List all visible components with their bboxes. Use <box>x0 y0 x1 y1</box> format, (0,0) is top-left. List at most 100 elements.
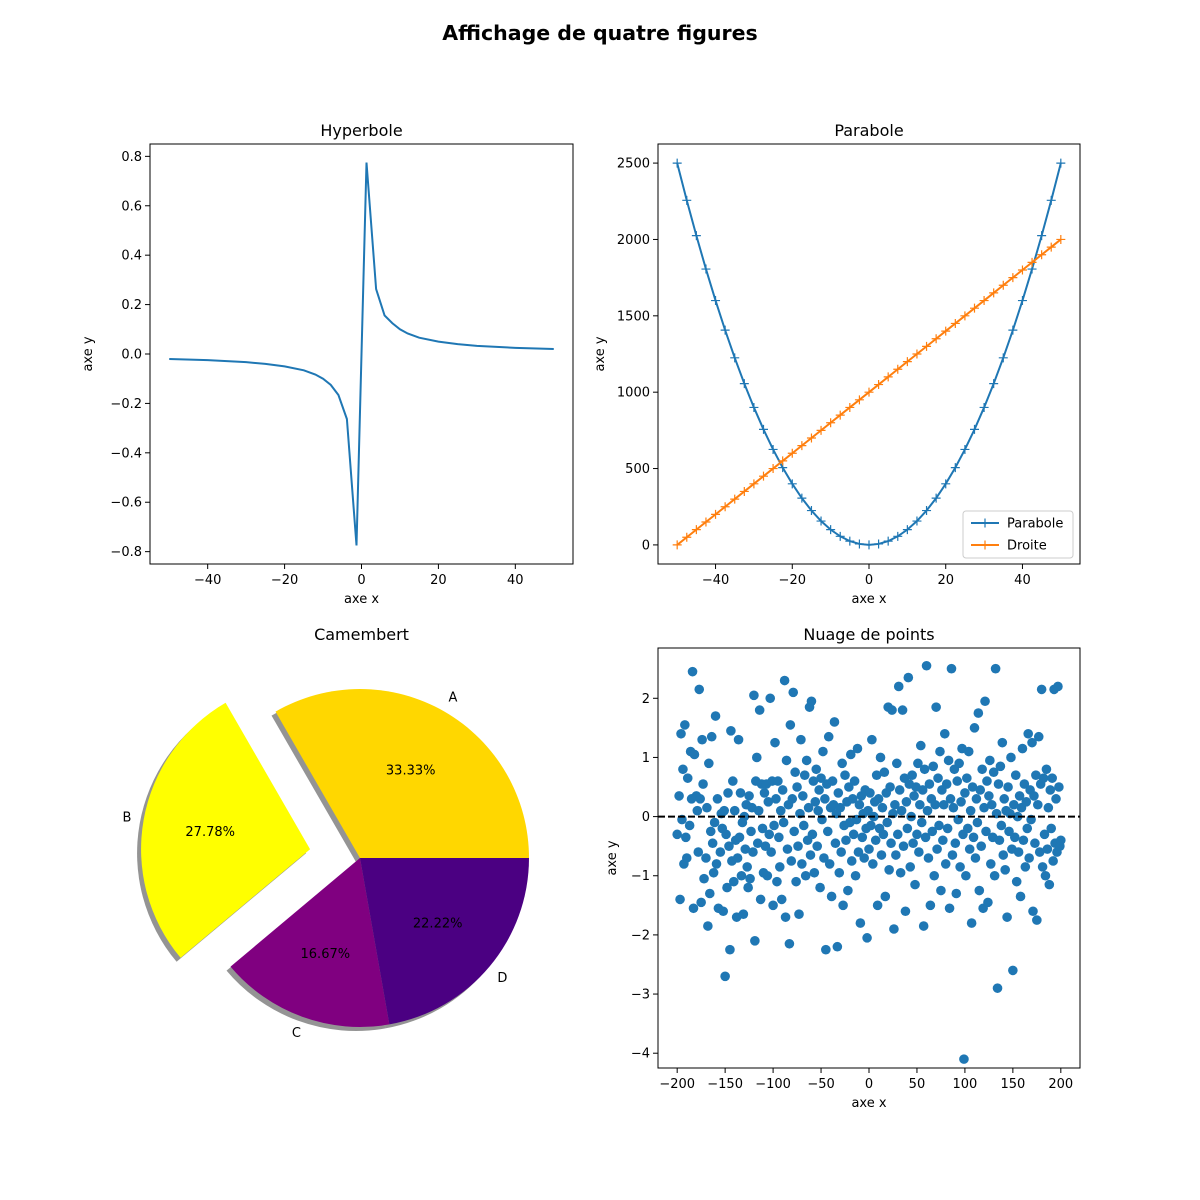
x-tick-label: 20 <box>937 573 954 588</box>
scatter-point <box>931 702 941 712</box>
y-axis-label: axe y <box>605 840 620 875</box>
scatter-point <box>775 805 786 816</box>
plot-title: Hyperbole <box>320 121 402 140</box>
scatter-point <box>719 805 729 816</box>
scatter-point <box>805 850 816 860</box>
scatter-point <box>956 797 966 807</box>
scatter-point <box>793 841 803 851</box>
scatter-point <box>1039 829 1050 840</box>
scatter-point <box>961 870 971 881</box>
scatter-point <box>997 737 1008 748</box>
scatter-point <box>898 841 909 851</box>
scatter-point <box>1034 847 1045 857</box>
scatter-point <box>946 663 957 674</box>
camembert-pie: Camembert A 33.33% B 27.78% C 16.67% D 22.22% <box>123 625 529 1041</box>
plot-frame <box>149 143 574 565</box>
scatter-point <box>687 666 698 677</box>
y-tick-label: −4 <box>631 1047 650 1062</box>
parabole-marker <box>701 264 711 274</box>
droite-marker <box>672 540 682 550</box>
scatter-point <box>786 856 797 866</box>
legend-marker <box>980 540 990 550</box>
parabole-marker <box>1037 231 1047 241</box>
scatter-point <box>682 773 693 783</box>
scatter-point <box>822 826 833 837</box>
scatter-point <box>1047 773 1057 783</box>
scatter-point <box>955 862 965 872</box>
droite-marker <box>768 464 778 474</box>
y-tick-label: 0.2 <box>121 298 142 313</box>
scatter-point <box>938 835 948 846</box>
droite-marker <box>759 471 768 481</box>
scatter-point <box>799 770 810 780</box>
scatter-point <box>927 826 938 837</box>
scatter-point <box>693 847 704 857</box>
parabole-marker <box>941 479 951 489</box>
y-tick-label: 1000 <box>617 386 650 401</box>
scatter-point <box>933 773 943 783</box>
scatter-point <box>1028 906 1038 917</box>
droite-marker <box>701 517 711 527</box>
x-tick-label: 0 <box>865 1077 873 1092</box>
scatter-point <box>1015 891 1026 902</box>
scatter-point <box>982 776 992 786</box>
scatter-point <box>765 693 776 704</box>
scatter-point <box>755 894 766 905</box>
scatter-point <box>1030 838 1040 849</box>
scatter-point <box>792 782 802 792</box>
scatter-point <box>689 749 700 760</box>
scatter-point <box>709 817 720 828</box>
scatter-point <box>940 859 951 869</box>
droite-marker <box>970 303 979 313</box>
scatter-point <box>743 882 753 893</box>
scatter-point <box>952 776 963 786</box>
droite-marker <box>1037 250 1047 260</box>
scatter-point <box>806 696 817 707</box>
scatter-point <box>870 835 881 846</box>
parabole-marker <box>720 325 730 335</box>
scatter-point <box>810 797 821 807</box>
scatter-point <box>688 903 699 914</box>
scatter-point <box>1036 684 1047 695</box>
scatter-point <box>1042 844 1053 854</box>
scatter-point <box>757 823 768 834</box>
scatter-point <box>887 705 897 715</box>
parabole-marker <box>893 531 903 541</box>
scatter-point <box>819 853 829 863</box>
scatter-point <box>766 847 776 857</box>
x-tick-label: −100 <box>755 1077 791 1092</box>
scatter-point <box>752 838 763 849</box>
droite-marker <box>806 433 816 443</box>
scatter-point <box>876 850 887 860</box>
scatter-point <box>798 791 808 801</box>
y-tick-label: 2000 <box>617 233 650 248</box>
droite-marker <box>730 494 740 504</box>
scatter-point <box>809 867 820 878</box>
y-tick-label: 0.6 <box>121 199 142 214</box>
y-tick-label: −2 <box>631 928 650 943</box>
scatter-point <box>692 805 703 816</box>
droite-marker <box>739 486 749 496</box>
parabole-marker <box>1046 195 1056 205</box>
scatter-point <box>779 675 790 686</box>
parabole-marker <box>874 539 884 549</box>
plot-frame <box>657 647 1081 1069</box>
scatter-point <box>1051 794 1061 804</box>
plot-title: Nuage de points <box>803 625 934 644</box>
scatter-point <box>815 882 825 893</box>
y-tick-label: 500 <box>625 462 650 477</box>
scatter-point <box>801 755 812 766</box>
scatter-point <box>914 847 924 857</box>
scatter-point <box>852 743 863 754</box>
scatter-point <box>922 805 933 816</box>
scatter-point <box>1021 797 1032 807</box>
scatter-point <box>941 779 952 789</box>
parabole-marker <box>730 353 740 363</box>
scatter-point <box>694 684 705 695</box>
scatter-point <box>720 971 730 982</box>
droite-marker <box>826 418 836 428</box>
scatter-point <box>999 794 1010 804</box>
scatter-point <box>968 832 979 843</box>
y-tick-label: 1500 <box>617 309 650 324</box>
